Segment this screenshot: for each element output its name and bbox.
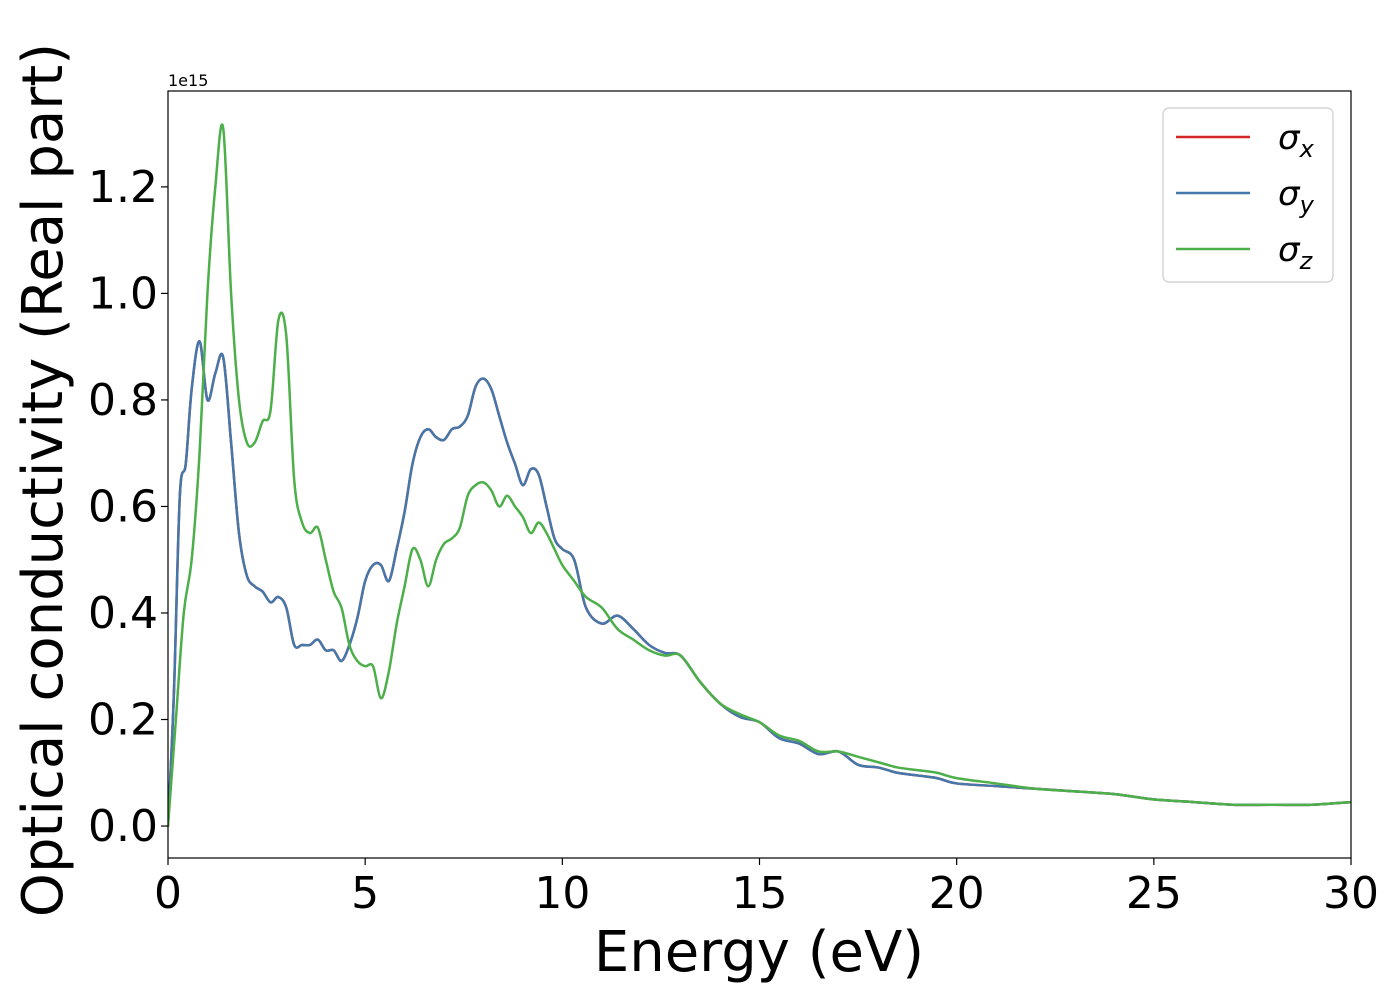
series-layer <box>168 123 1351 828</box>
x-tick-label: 30 <box>1323 868 1379 919</box>
legend-entry-sigma-y-label: σy <box>1278 174 1315 219</box>
y-tick-label: 1.0 <box>88 268 158 319</box>
x-tick-label: 25 <box>1126 868 1182 919</box>
legend-entry-sigma-z-label: σz <box>1278 230 1314 275</box>
legend-box <box>1162 107 1334 283</box>
y-tick-label: 0.8 <box>88 375 158 426</box>
y-tick-label: 1.2 <box>88 162 158 213</box>
legend-symbol: σ <box>1278 230 1301 270</box>
legend-subscript: x <box>1299 135 1315 163</box>
x-tick-label: 20 <box>929 868 985 919</box>
plot-area <box>168 91 1351 858</box>
y-tick-label: 0.6 <box>88 481 158 532</box>
y-tick-label: 0.4 <box>88 588 158 639</box>
y-tick-label: 0.2 <box>88 695 158 746</box>
x-tick-label: 15 <box>732 868 788 919</box>
y-axis-label: Optical conductivity (Real part) <box>11 43 76 917</box>
x-tick-label: 10 <box>534 868 590 919</box>
series-sigma-z-line <box>168 123 1351 828</box>
y-axis: 0.0 0.2 0.4 0.6 0.8 1.0 1.2 <box>88 162 168 852</box>
legend-entry-sigma-x-label: σx <box>1278 118 1315 163</box>
y-tick-label: 0.0 <box>88 801 158 852</box>
series-sigma-y-line <box>168 340 1351 828</box>
legend-subscript: y <box>1299 191 1315 219</box>
x-tick-label: 5 <box>351 868 379 919</box>
y-offset-label: 1e15 <box>168 71 208 90</box>
legend-subscript: z <box>1299 247 1314 275</box>
legend-symbol: σ <box>1278 174 1301 214</box>
x-axis-label: Energy (eV) <box>594 920 924 985</box>
x-axis: 0 5 10 15 20 25 30 <box>154 858 1379 919</box>
legend-symbol: σ <box>1278 118 1301 158</box>
x-tick-label: 0 <box>154 868 182 919</box>
